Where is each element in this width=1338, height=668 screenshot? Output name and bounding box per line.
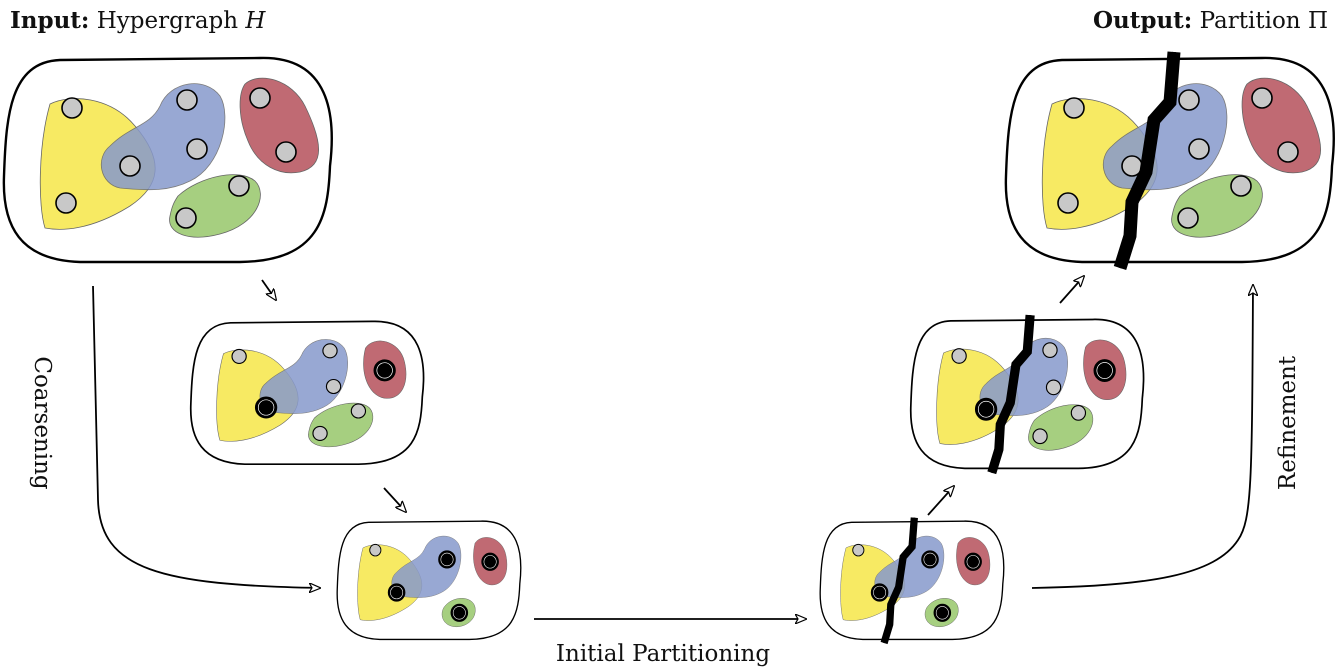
refined-hypergraph-level-1 [909, 315, 1145, 473]
refinement-arrow [1031, 285, 1253, 589]
coarsened-hypergraph-level-1 [189, 320, 425, 466]
output-partition-hypergraph [1004, 52, 1335, 268]
coarsening-label: Coarsening [29, 356, 55, 490]
arrow-level1-to-coarsest [383, 487, 406, 512]
arrow-refined-to-output [1059, 276, 1084, 304]
input-label: Input: Hypergraph H [10, 7, 266, 34]
coarsest-hypergraph [336, 520, 522, 641]
input-hypergraph [2, 56, 333, 264]
arrow-input-to-level1 [261, 279, 276, 300]
arrow-initial-to-refined [927, 486, 954, 516]
initial-partitioning-label: Initial Partitioning [556, 641, 770, 667]
coarsening-arrow [92, 285, 320, 588]
initial-partition-hypergraph [819, 518, 1005, 643]
output-label: Output: Partition Π [1093, 7, 1328, 34]
refinement-label: Refinement [1275, 355, 1301, 490]
